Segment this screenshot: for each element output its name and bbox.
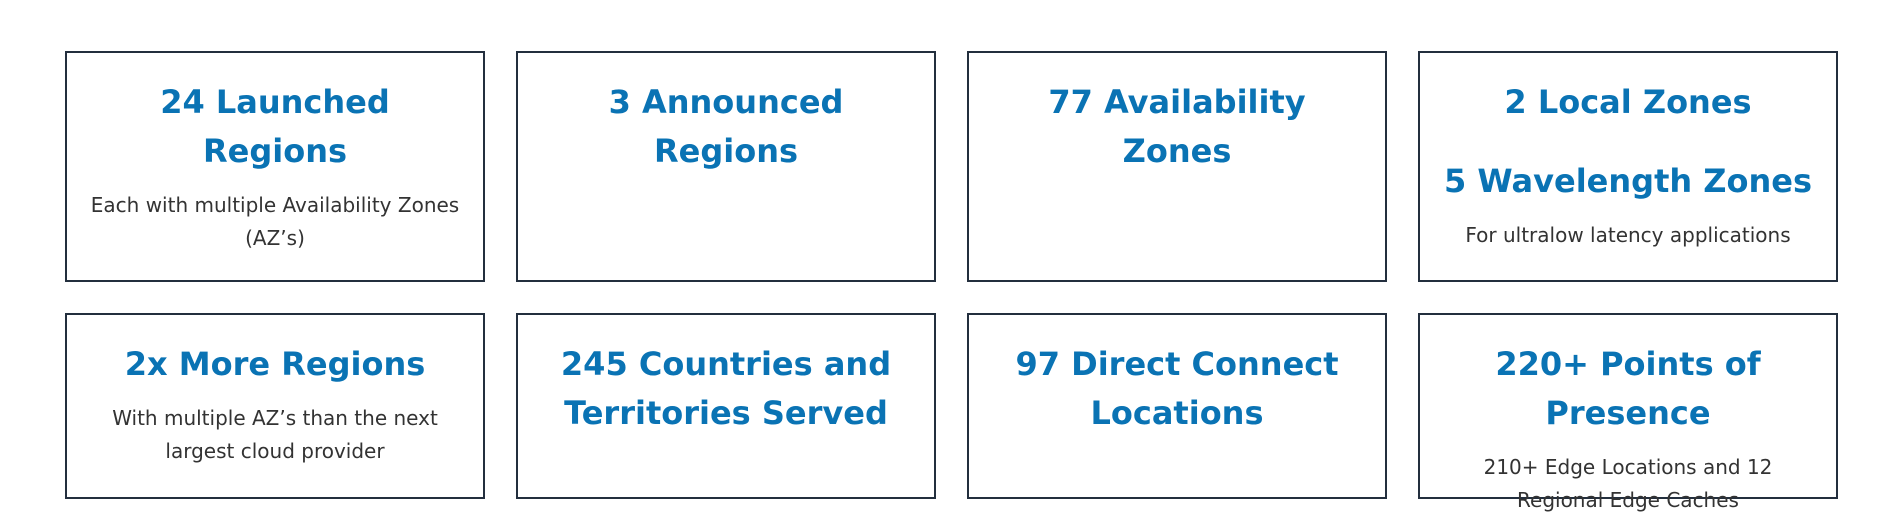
stat-heading-local-zones: 2 Local Zones (1504, 83, 1752, 121)
stat-heading: 220+ Points of Presence (1495, 345, 1761, 432)
stat-card-announced-regions: 3 Announced Regions (516, 51, 936, 282)
stat-heading: 245 Countries and Territories Served (560, 345, 892, 432)
stat-card-countries-territories: 245 Countries and Territories Served (516, 313, 936, 499)
stat-card-availability-zones: 77 Availability Zones (967, 51, 1387, 282)
stat-description: Each with multiple Availability Zones (A… (90, 193, 460, 250)
stat-heading: 24 Launched Regions (160, 83, 390, 170)
stat-heading-wavelength-zones: 5 Wavelength Zones (1443, 162, 1812, 200)
stat-card-launched-regions: 24 Launched Regions Each with multiple A… (65, 51, 485, 282)
stat-card-points-of-presence: 220+ Points of Presence 210+ Edge Locati… (1418, 313, 1838, 512)
stat-description: For ultralow latency applications (1465, 223, 1791, 247)
stats-grid: 24 Launched Regions Each with multiple A… (65, 51, 1838, 512)
stat-card-local-wavelength-zones: 2 Local Zones 5 Wavelength Zones For ult… (1418, 51, 1838, 282)
stat-heading: 97 Direct Connect Locations (1015, 345, 1339, 432)
stat-card-more-regions: 2x More Regions With multiple AZ’s than … (65, 313, 485, 499)
stat-heading: 77 Availability Zones (1048, 83, 1306, 170)
stat-description: 210+ Edge Locations and 12 Regional Edge… (1483, 455, 1773, 512)
stat-heading: 2x More Regions (124, 345, 426, 383)
stat-heading: 3 Announced Regions (608, 83, 844, 170)
stat-card-direct-connect: 97 Direct Connect Locations (967, 313, 1387, 499)
stat-description: With multiple AZ’s than the next largest… (112, 406, 438, 463)
